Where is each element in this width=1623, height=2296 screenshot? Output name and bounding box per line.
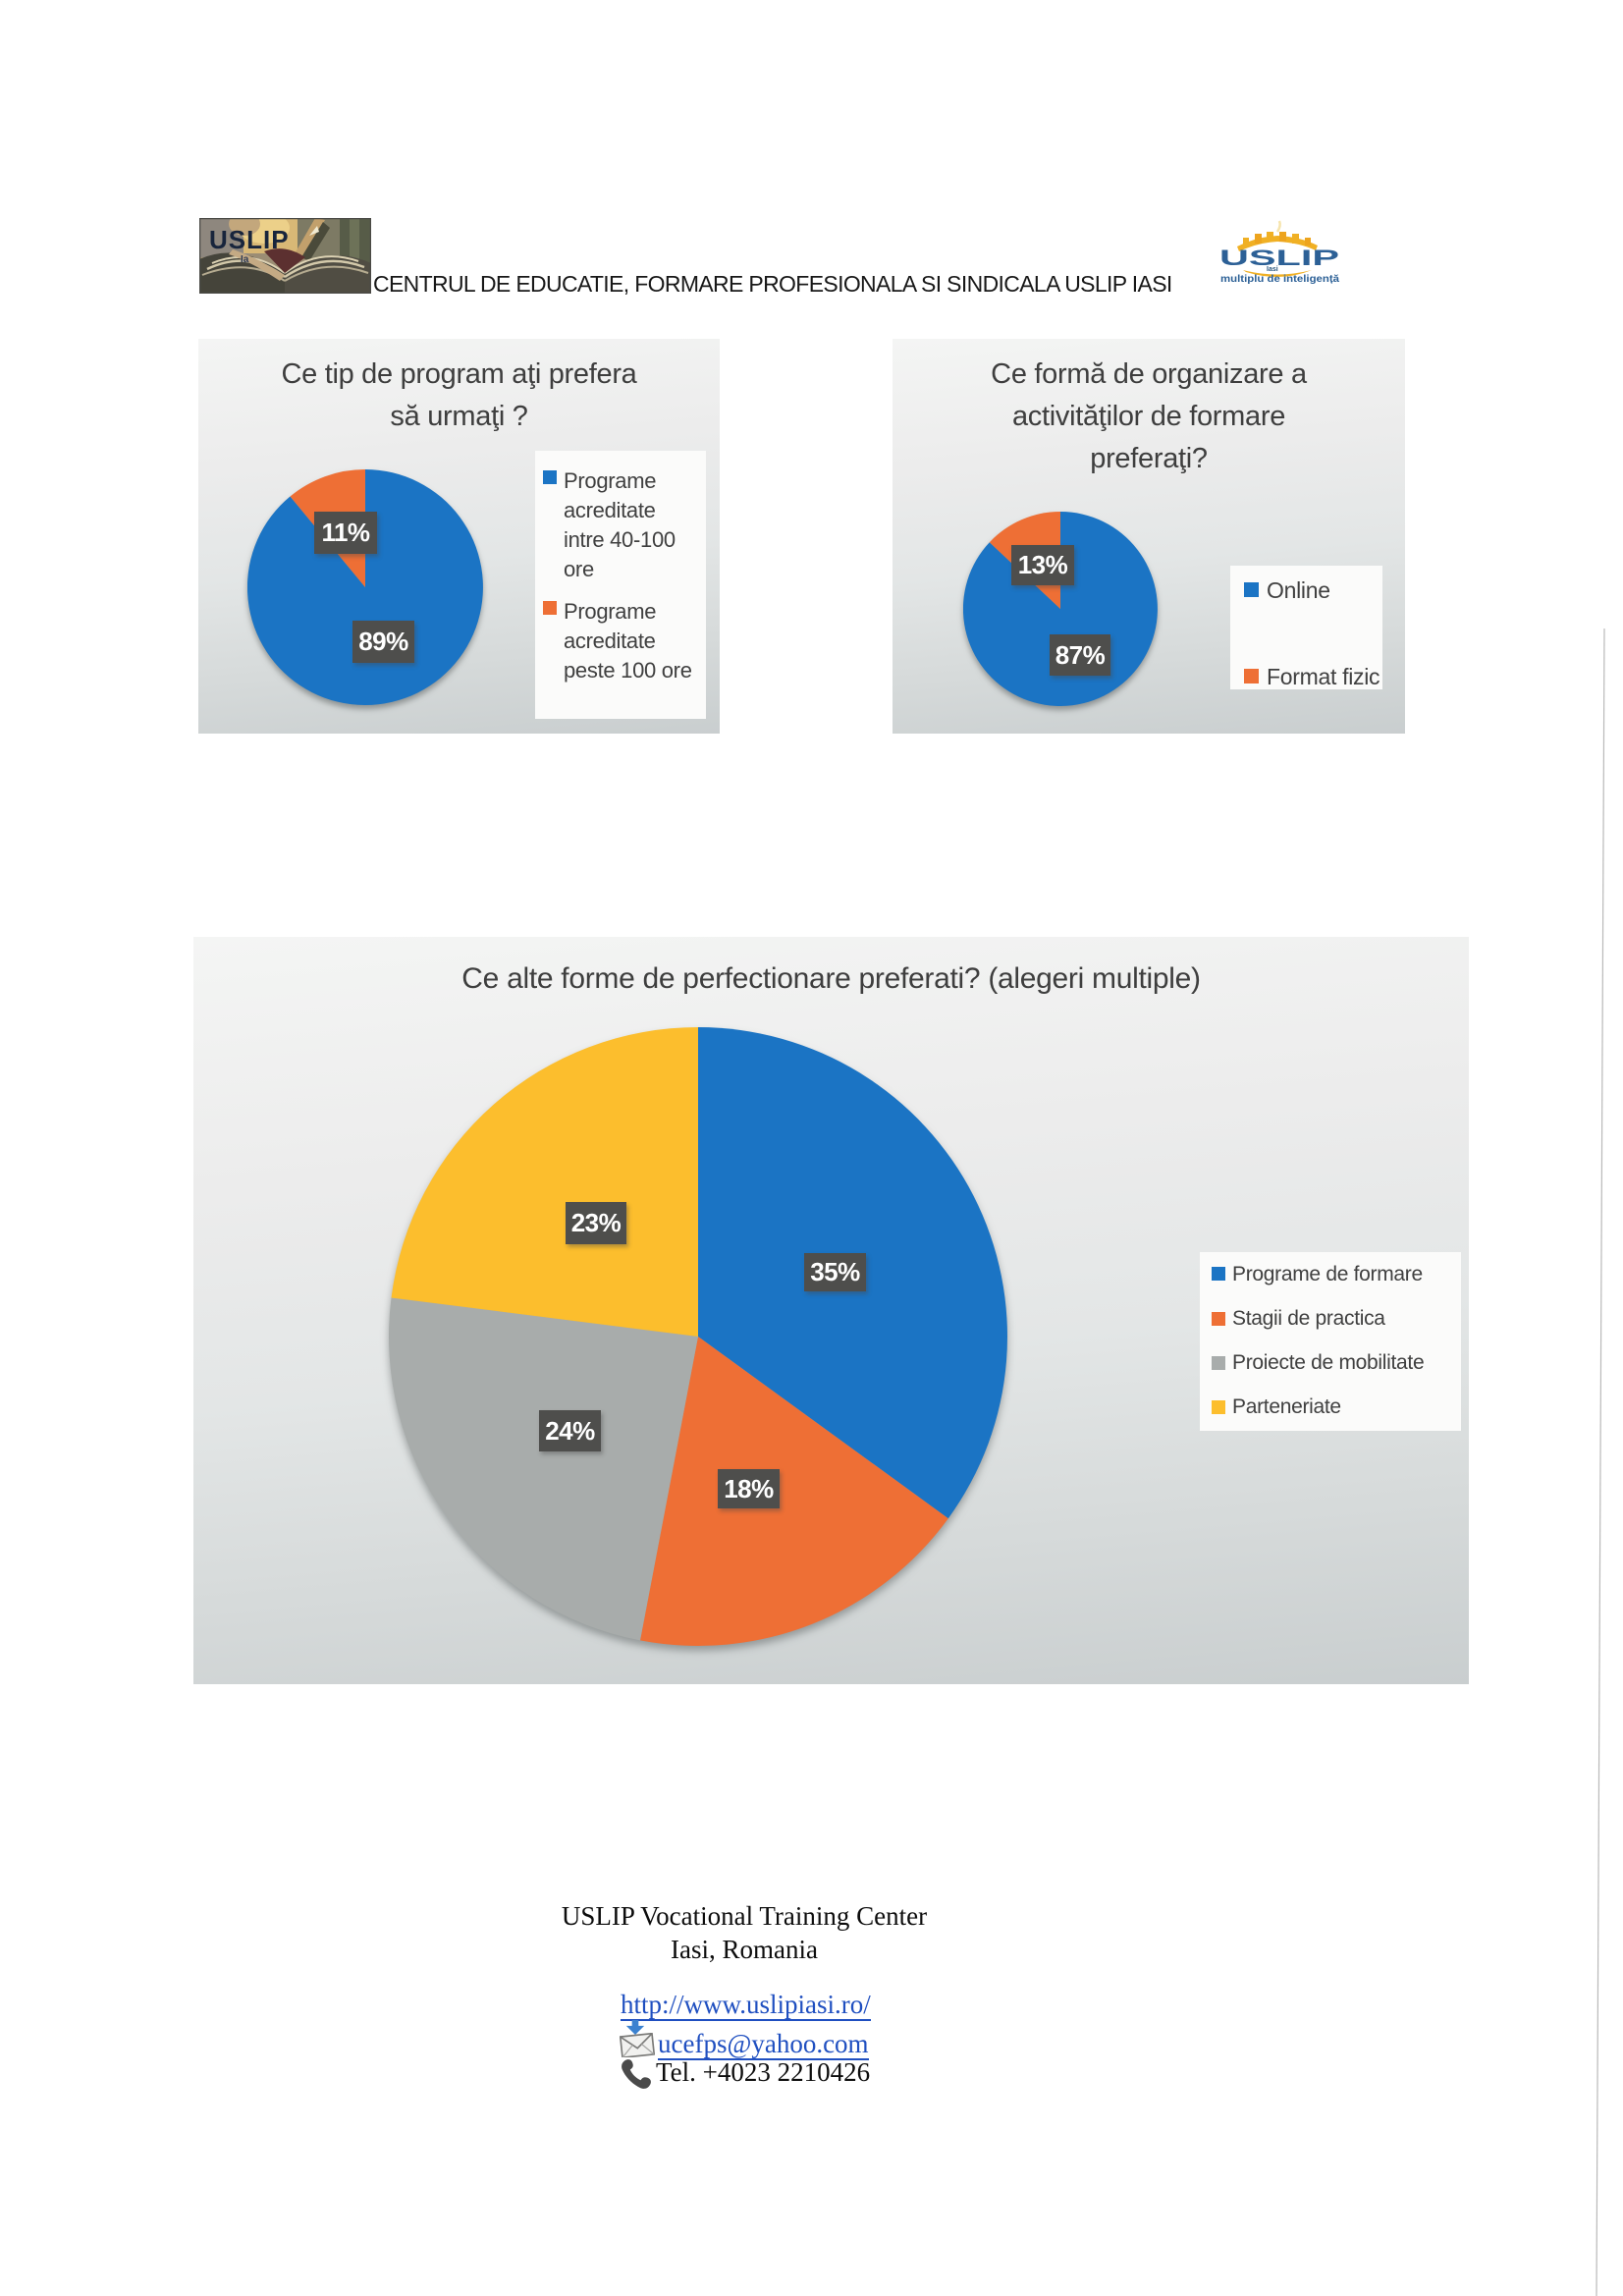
svg-text:Ia: Ia [241, 254, 249, 265]
svg-text:Iasi: Iasi [1267, 266, 1278, 273]
svg-text:multiplu de inteligență: multiplu de inteligență [1220, 274, 1339, 285]
svg-text:USLIP: USLIP [209, 225, 290, 254]
svg-text:USLIP: USLIP [1219, 246, 1339, 270]
